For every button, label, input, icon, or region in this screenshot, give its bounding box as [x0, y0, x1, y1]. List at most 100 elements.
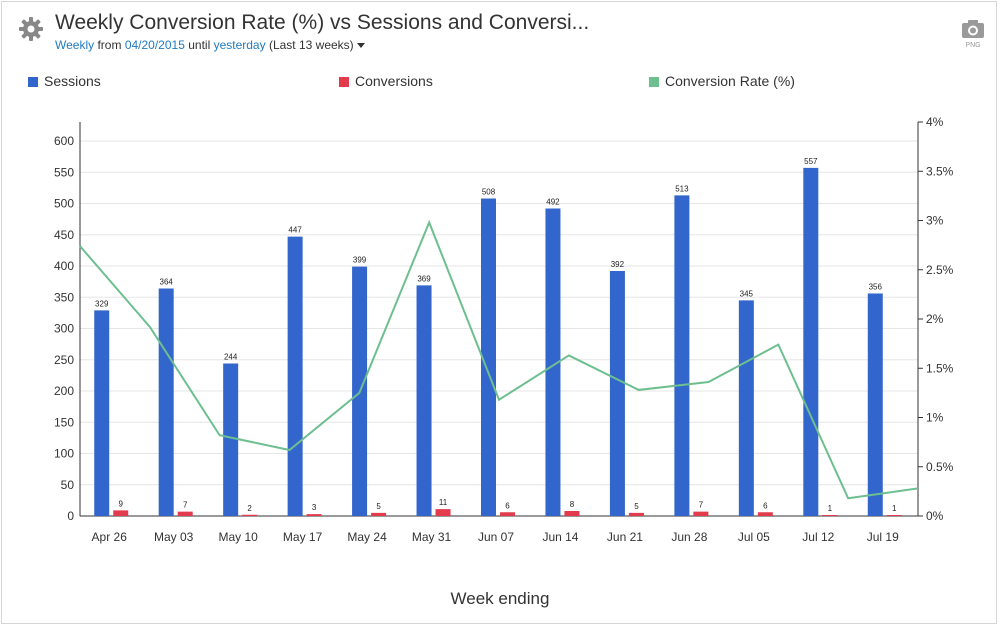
from-label: from — [97, 38, 122, 52]
camera-icon — [962, 20, 984, 38]
conversions-bar — [628, 512, 644, 516]
conversions-data-label: 2 — [247, 504, 252, 513]
sessions-data-label: 399 — [353, 256, 367, 265]
conversions-data-label: 6 — [505, 501, 510, 510]
y-right-tick-label: 4% — [926, 115, 944, 129]
conversions-data-label: 1 — [892, 504, 897, 513]
conversions-data-label: 11 — [439, 498, 448, 507]
sessions-data-label: 392 — [611, 260, 625, 269]
until-label: until — [188, 38, 211, 52]
y-left-tick-label: 150 — [54, 415, 74, 429]
y-left-tick-label: 600 — [54, 134, 74, 148]
sessions-bar — [609, 271, 625, 516]
y-left-tick-label: 50 — [61, 478, 75, 492]
conversions-data-label: 9 — [119, 499, 124, 508]
legend-label-conversions: Conversions — [355, 73, 433, 89]
sessions-bar — [416, 285, 432, 516]
conversions-bar — [306, 514, 322, 516]
sessions-bar — [803, 167, 819, 516]
y-right-tick-label: 0% — [926, 509, 944, 523]
legend-item-sessions[interactable]: Sessions — [28, 73, 101, 89]
conversions-bar — [822, 515, 838, 516]
y-right-tick-label: 3.5% — [926, 164, 954, 178]
x-tick-label: Jun 07 — [478, 530, 514, 544]
conversions-bar — [177, 511, 193, 516]
end-date-link[interactable]: yesterday — [213, 38, 266, 52]
y-left-tick-label: 0 — [67, 509, 74, 523]
sessions-bar — [158, 288, 174, 516]
y-left-tick-label: 400 — [54, 259, 74, 273]
gear-icon[interactable] — [18, 16, 44, 42]
sessions-data-label: 369 — [417, 274, 431, 283]
y-left-tick-label: 300 — [54, 322, 74, 336]
conversions-data-label: 5 — [634, 502, 639, 511]
legend-swatch-conversion-rate — [649, 77, 659, 87]
sessions-data-label: 513 — [675, 184, 689, 193]
conversions-bar — [371, 512, 387, 516]
date-range-selector: Weekly from 04/20/2015 until yesterday (… — [55, 38, 365, 52]
y-right-tick-label: 1.5% — [926, 361, 954, 375]
x-tick-label: Jun 14 — [542, 530, 578, 544]
legend-item-conversions[interactable]: Conversions — [339, 73, 433, 89]
x-tick-label: Jul 05 — [738, 530, 770, 544]
conversions-bar — [886, 515, 902, 516]
period-link[interactable]: Weekly — [55, 38, 95, 52]
x-tick-label: May 31 — [412, 530, 452, 544]
legend-item-conversion-rate[interactable]: Conversion Rate (%) — [649, 73, 795, 89]
sessions-data-label: 244 — [224, 353, 238, 362]
x-tick-label: Jun 21 — [607, 530, 643, 544]
legend-label-sessions: Sessions — [44, 73, 101, 89]
y-left-tick-label: 200 — [54, 384, 74, 398]
conversion-rate-line — [79, 219, 919, 500]
conversions-bar — [113, 510, 129, 516]
conversions-data-label: 8 — [570, 500, 575, 509]
sessions-bar — [223, 363, 239, 516]
x-axis-label: Week ending — [451, 589, 550, 608]
y-right-tick-label: 0.5% — [926, 460, 954, 474]
conversions-data-label: 7 — [699, 501, 704, 510]
y-left-tick-label: 350 — [54, 290, 74, 304]
png-label: PNG — [965, 42, 981, 49]
x-tick-label: Jun 28 — [671, 530, 707, 544]
x-tick-label: Jul 12 — [802, 530, 834, 544]
y-left-tick-label: 500 — [54, 197, 74, 211]
sessions-bar — [738, 300, 754, 516]
sessions-bar — [94, 310, 110, 516]
legend-label-conversion-rate: Conversion Rate (%) — [665, 73, 795, 89]
y-right-tick-label: 2.5% — [926, 263, 954, 277]
sessions-data-label: 356 — [869, 283, 883, 292]
conversions-data-label: 1 — [828, 504, 833, 513]
y-left-tick-label: 550 — [54, 165, 74, 179]
conversions-bar — [564, 511, 580, 516]
start-date-link[interactable]: 04/20/2015 — [124, 38, 185, 52]
conversions-bar — [693, 511, 709, 516]
y-left-tick-label: 250 — [54, 353, 74, 367]
y-left-tick-label: 100 — [54, 447, 74, 461]
sessions-data-label: 557 — [804, 157, 818, 166]
x-tick-label: May 10 — [218, 530, 258, 544]
conversions-data-label: 7 — [183, 501, 188, 510]
sessions-data-label: 364 — [160, 278, 174, 287]
y-right-tick-label: 2% — [926, 312, 944, 326]
sessions-bar — [287, 236, 303, 516]
x-tick-label: May 03 — [154, 530, 194, 544]
y-right-tick-label: 1% — [926, 411, 944, 425]
y-left-tick-label: 450 — [54, 228, 74, 242]
conversions-bar — [435, 509, 451, 516]
y-right-tick-label: 3% — [926, 214, 944, 228]
sessions-bar — [867, 293, 883, 516]
sessions-bar — [674, 195, 690, 516]
chart-title: Weekly Conversion Rate (%) vs Sessions a… — [55, 11, 590, 34]
x-tick-label: May 17 — [283, 530, 323, 544]
chevron-down-icon[interactable] — [356, 43, 365, 49]
legend-swatch-conversions — [339, 77, 349, 87]
conversions-bar — [500, 512, 515, 516]
sessions-data-label: 492 — [546, 198, 560, 207]
conversions-data-label: 6 — [763, 501, 768, 510]
sessions-bar — [481, 198, 496, 516]
conversions-bar — [757, 512, 773, 516]
export-png-button[interactable]: PNG — [960, 18, 986, 52]
sessions-bar — [545, 208, 561, 516]
sessions-data-label: 329 — [95, 299, 109, 308]
